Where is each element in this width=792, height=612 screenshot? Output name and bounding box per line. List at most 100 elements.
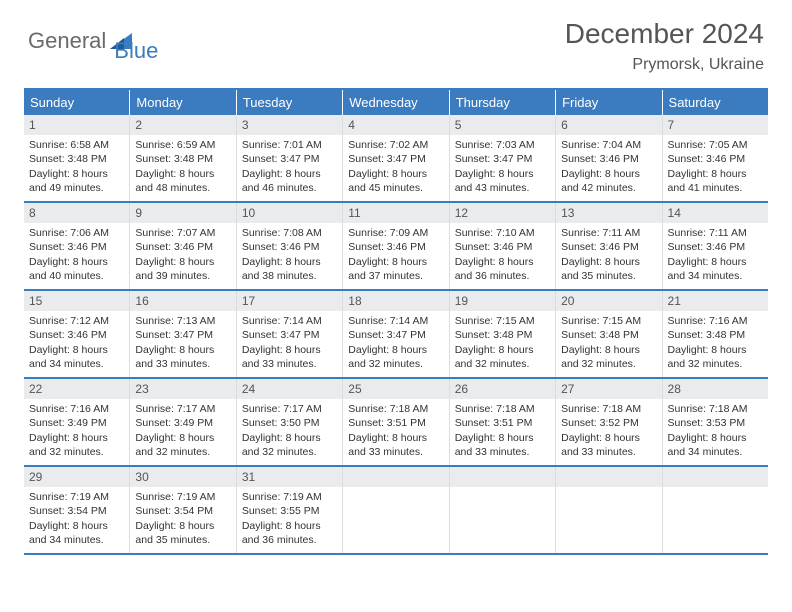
dayhead-thursday: Thursday — [450, 90, 556, 115]
day-body: Sunrise: 7:14 AMSunset: 3:47 PMDaylight:… — [343, 311, 448, 376]
day-cell: . — [556, 467, 662, 553]
day-number: 17 — [237, 291, 342, 311]
day-number: 30 — [130, 467, 235, 487]
sunrise-text: Sunrise: 7:15 AM — [561, 314, 656, 328]
day-body: Sunrise: 7:18 AMSunset: 3:51 PMDaylight:… — [450, 399, 555, 464]
day-body: Sunrise: 7:08 AMSunset: 3:46 PMDaylight:… — [237, 223, 342, 288]
sunrise-text: Sunrise: 7:18 AM — [455, 402, 550, 416]
day-body: Sunrise: 7:15 AMSunset: 3:48 PMDaylight:… — [450, 311, 555, 376]
daylight-text: Daylight: 8 hours and 38 minutes. — [242, 255, 337, 283]
sunset-text: Sunset: 3:50 PM — [242, 416, 337, 430]
day-cell: . — [663, 467, 768, 553]
sunrise-text: Sunrise: 7:17 AM — [242, 402, 337, 416]
day-number: 1 — [24, 115, 129, 135]
day-cell: 13Sunrise: 7:11 AMSunset: 3:46 PMDayligh… — [556, 203, 662, 289]
day-body: Sunrise: 7:18 AMSunset: 3:51 PMDaylight:… — [343, 399, 448, 464]
sunrise-text: Sunrise: 7:19 AM — [135, 490, 230, 504]
sunset-text: Sunset: 3:48 PM — [29, 152, 124, 166]
sunset-text: Sunset: 3:49 PM — [29, 416, 124, 430]
day-body: Sunrise: 7:10 AMSunset: 3:46 PMDaylight:… — [450, 223, 555, 288]
day-cell: 22Sunrise: 7:16 AMSunset: 3:49 PMDayligh… — [24, 379, 130, 465]
day-cell: 27Sunrise: 7:18 AMSunset: 3:52 PMDayligh… — [556, 379, 662, 465]
sunset-text: Sunset: 3:49 PM — [135, 416, 230, 430]
day-number: 22 — [24, 379, 129, 399]
title-block: December 2024 Prymorsk, Ukraine — [565, 18, 764, 74]
day-number: 14 — [663, 203, 768, 223]
day-header-row: Sunday Monday Tuesday Wednesday Thursday… — [24, 90, 768, 115]
daylight-text: Daylight: 8 hours and 32 minutes. — [135, 431, 230, 459]
daylight-text: Daylight: 8 hours and 32 minutes. — [561, 343, 656, 371]
logo-text-general: General — [28, 28, 106, 54]
daylight-text: Daylight: 8 hours and 33 minutes. — [135, 343, 230, 371]
daylight-text: Daylight: 8 hours and 46 minutes. — [242, 167, 337, 195]
day-body: Sunrise: 7:13 AMSunset: 3:47 PMDaylight:… — [130, 311, 235, 376]
day-cell: 5Sunrise: 7:03 AMSunset: 3:47 PMDaylight… — [450, 115, 556, 201]
day-body: Sunrise: 7:16 AMSunset: 3:49 PMDaylight:… — [24, 399, 129, 464]
day-cell: 14Sunrise: 7:11 AMSunset: 3:46 PMDayligh… — [663, 203, 768, 289]
daylight-text: Daylight: 8 hours and 32 minutes. — [29, 431, 124, 459]
day-number: 2 — [130, 115, 235, 135]
sunrise-text: Sunrise: 6:59 AM — [135, 138, 230, 152]
daylight-text: Daylight: 8 hours and 39 minutes. — [135, 255, 230, 283]
daylight-text: Daylight: 8 hours and 33 minutes. — [455, 431, 550, 459]
day-number: 8 — [24, 203, 129, 223]
sunset-text: Sunset: 3:46 PM — [29, 240, 124, 254]
location-label: Prymorsk, Ukraine — [565, 56, 764, 74]
day-number: . — [343, 467, 448, 487]
daylight-text: Daylight: 8 hours and 33 minutes. — [348, 431, 443, 459]
daylight-text: Daylight: 8 hours and 42 minutes. — [561, 167, 656, 195]
day-number: 10 — [237, 203, 342, 223]
sunset-text: Sunset: 3:47 PM — [455, 152, 550, 166]
day-number: 24 — [237, 379, 342, 399]
daylight-text: Daylight: 8 hours and 36 minutes. — [242, 519, 337, 547]
sunrise-text: Sunrise: 7:11 AM — [668, 226, 763, 240]
day-body: Sunrise: 7:19 AMSunset: 3:54 PMDaylight:… — [130, 487, 235, 552]
sunrise-text: Sunrise: 7:15 AM — [455, 314, 550, 328]
day-number: 11 — [343, 203, 448, 223]
daylight-text: Daylight: 8 hours and 48 minutes. — [135, 167, 230, 195]
daylight-text: Daylight: 8 hours and 32 minutes. — [668, 343, 763, 371]
sunset-text: Sunset: 3:46 PM — [455, 240, 550, 254]
day-body: Sunrise: 7:12 AMSunset: 3:46 PMDaylight:… — [24, 311, 129, 376]
day-body: Sunrise: 7:09 AMSunset: 3:46 PMDaylight:… — [343, 223, 448, 288]
daylight-text: Daylight: 8 hours and 41 minutes. — [668, 167, 763, 195]
day-cell: 18Sunrise: 7:14 AMSunset: 3:47 PMDayligh… — [343, 291, 449, 377]
daylight-text: Daylight: 8 hours and 43 minutes. — [455, 167, 550, 195]
day-cell: 23Sunrise: 7:17 AMSunset: 3:49 PMDayligh… — [130, 379, 236, 465]
daylight-text: Daylight: 8 hours and 34 minutes. — [29, 343, 124, 371]
day-cell: 21Sunrise: 7:16 AMSunset: 3:48 PMDayligh… — [663, 291, 768, 377]
sunrise-text: Sunrise: 7:12 AM — [29, 314, 124, 328]
sunset-text: Sunset: 3:46 PM — [29, 328, 124, 342]
sunset-text: Sunset: 3:46 PM — [668, 152, 763, 166]
sunrise-text: Sunrise: 7:02 AM — [348, 138, 443, 152]
day-number: 26 — [450, 379, 555, 399]
daylight-text: Daylight: 8 hours and 34 minutes. — [29, 519, 124, 547]
sunset-text: Sunset: 3:47 PM — [348, 152, 443, 166]
day-body: Sunrise: 7:07 AMSunset: 3:46 PMDaylight:… — [130, 223, 235, 288]
day-body: Sunrise: 7:02 AMSunset: 3:47 PMDaylight:… — [343, 135, 448, 200]
logo: General Blue — [28, 18, 158, 64]
sunrise-text: Sunrise: 7:18 AM — [561, 402, 656, 416]
dayhead-friday: Friday — [556, 90, 662, 115]
daylight-text: Daylight: 8 hours and 32 minutes. — [242, 431, 337, 459]
day-body: Sunrise: 7:18 AMSunset: 3:52 PMDaylight:… — [556, 399, 661, 464]
sunrise-text: Sunrise: 7:09 AM — [348, 226, 443, 240]
sunrise-text: Sunrise: 6:58 AM — [29, 138, 124, 152]
sunrise-text: Sunrise: 7:04 AM — [561, 138, 656, 152]
sunrise-text: Sunrise: 7:14 AM — [348, 314, 443, 328]
sunrise-text: Sunrise: 7:13 AM — [135, 314, 230, 328]
day-number: 12 — [450, 203, 555, 223]
daylight-text: Daylight: 8 hours and 32 minutes. — [348, 343, 443, 371]
day-cell: 11Sunrise: 7:09 AMSunset: 3:46 PMDayligh… — [343, 203, 449, 289]
daylight-text: Daylight: 8 hours and 34 minutes. — [668, 255, 763, 283]
dayhead-wednesday: Wednesday — [343, 90, 449, 115]
day-cell: . — [343, 467, 449, 553]
sunrise-text: Sunrise: 7:01 AM — [242, 138, 337, 152]
day-cell: 28Sunrise: 7:18 AMSunset: 3:53 PMDayligh… — [663, 379, 768, 465]
sunset-text: Sunset: 3:46 PM — [135, 240, 230, 254]
week-row: 29Sunrise: 7:19 AMSunset: 3:54 PMDayligh… — [24, 467, 768, 555]
calendar-table: Sunday Monday Tuesday Wednesday Thursday… — [24, 88, 768, 555]
day-cell: 4Sunrise: 7:02 AMSunset: 3:47 PMDaylight… — [343, 115, 449, 201]
sunrise-text: Sunrise: 7:19 AM — [29, 490, 124, 504]
sunset-text: Sunset: 3:54 PM — [29, 504, 124, 518]
